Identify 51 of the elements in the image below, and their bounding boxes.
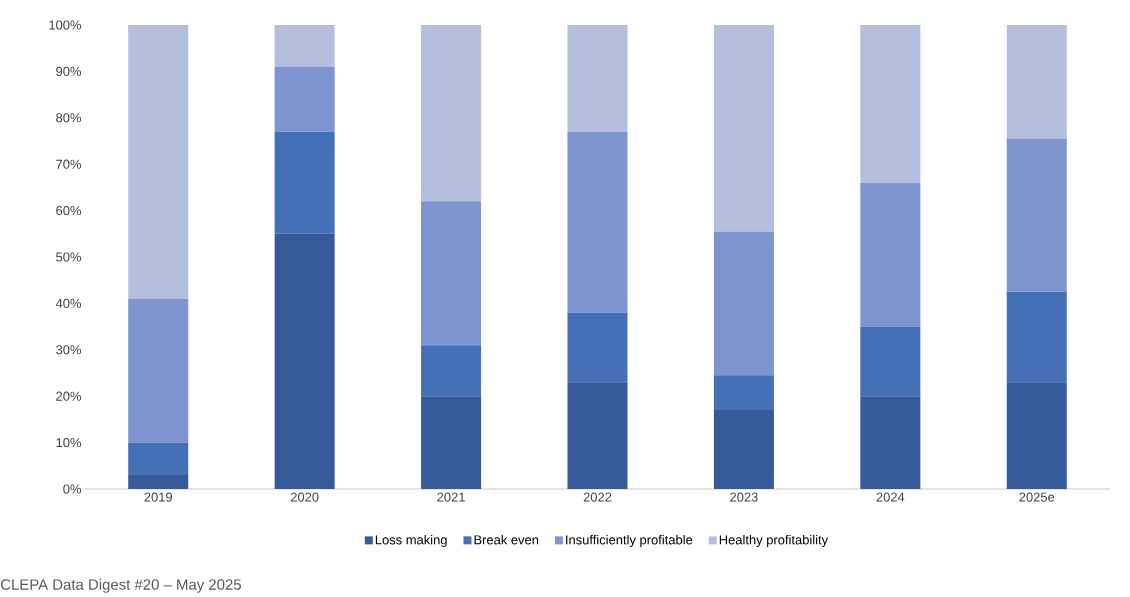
bar <box>128 298 189 443</box>
bar <box>713 24 774 232</box>
bar <box>713 231 774 376</box>
x-tick-label: 2022 <box>583 492 612 502</box>
bar <box>860 182 921 327</box>
bar <box>421 396 482 489</box>
bar <box>567 382 628 489</box>
y-tick-label: 10% <box>56 438 82 448</box>
legend-label: Insufficiently profitable <box>566 534 693 547</box>
y-tick-label: 40% <box>55 298 82 308</box>
bar <box>274 24 335 67</box>
y-tick-label: 80% <box>56 113 82 123</box>
text: CLEPA Data Digest #20 – May 2025 <box>0 578 241 593</box>
bar <box>1006 138 1067 292</box>
bar <box>567 312 628 383</box>
y-tick-label: 0% <box>63 484 82 494</box>
y-tick-label: 30% <box>56 345 82 355</box>
y-tick-label: 50% <box>56 252 82 262</box>
bar <box>860 326 921 397</box>
legend-label: Loss making <box>375 534 447 547</box>
x-tick-label: 2023 <box>730 492 758 502</box>
bar <box>1006 382 1067 489</box>
bar <box>713 375 774 411</box>
legend-label: Healthy profitability <box>719 534 829 547</box>
bar <box>128 24 189 299</box>
bar <box>421 345 482 397</box>
y-tick-label: 70% <box>56 159 82 169</box>
x-tick-label: 2020 <box>290 492 319 502</box>
bar <box>421 201 482 346</box>
bar <box>421 24 482 202</box>
bar <box>128 475 189 489</box>
y-tick-label: 60% <box>56 206 82 216</box>
bar <box>274 233 335 489</box>
bar <box>860 24 921 183</box>
bar <box>1006 24 1067 139</box>
y-tick-label: 20% <box>56 391 82 401</box>
bar <box>1006 291 1067 383</box>
x-tick-label: 2025e <box>1019 492 1055 502</box>
bar <box>274 131 335 234</box>
bar <box>567 24 628 132</box>
bar <box>567 131 628 313</box>
x-tick-label: 2024 <box>876 492 905 502</box>
y-tick-label: 90% <box>56 66 82 76</box>
y-tick-label: 100% <box>49 20 82 30</box>
bar <box>128 442 189 476</box>
legend-label: Break even <box>474 534 539 545</box>
x-tick-label: 2021 <box>437 492 465 502</box>
bar <box>274 66 335 132</box>
bar <box>860 396 921 489</box>
bar <box>713 410 774 489</box>
x-tick-label: 2019 <box>144 492 173 502</box>
